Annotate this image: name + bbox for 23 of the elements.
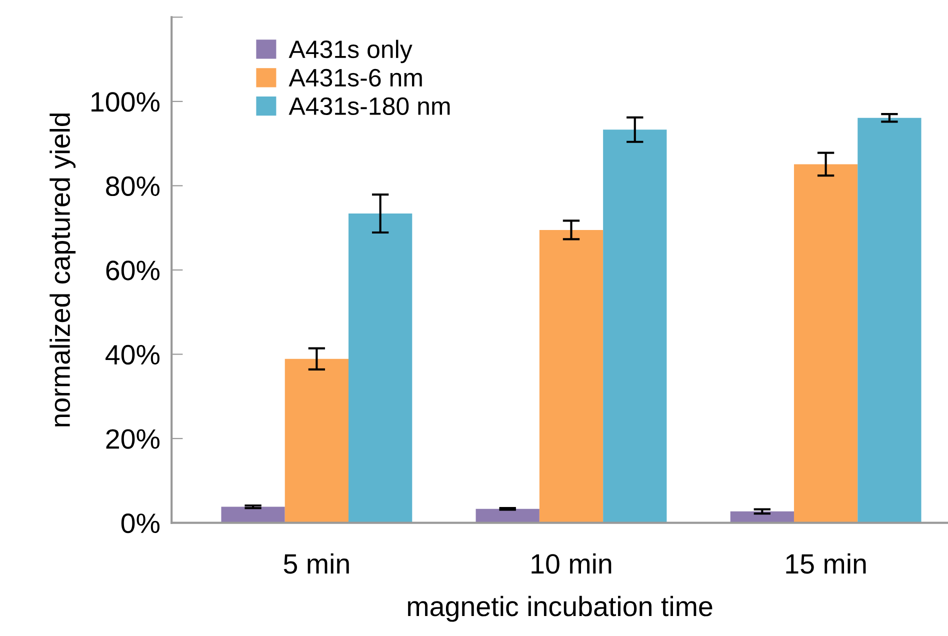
bar [221,506,285,523]
y-axis-title: normalized captured yield [50,113,76,426]
bar [348,214,412,523]
bar [284,358,349,523]
y-tick-label: 0% [121,513,160,534]
legend-label: A431s-180 nm [288,97,450,116]
y-tick-label: 80% [106,176,160,196]
bar [603,130,667,523]
bar [539,230,604,523]
bar [794,164,858,523]
y-tick-label: 40% [106,344,160,365]
x-tick-label: 10 min [532,553,612,574]
legend-label: A431s-6 nm [288,68,422,87]
legend-label: A431s only [288,40,412,64]
y-tick-label: 60% [106,260,160,280]
y-tick-label: 20% [106,429,160,449]
x-tick-label: 15 min [786,553,866,574]
x-tick-label: 5 min [284,553,349,574]
bar [730,511,794,523]
bar [858,118,922,523]
x-axis-title: magnetic incubation time [408,596,712,622]
y-tick-label: 100% [92,92,160,112]
bar [476,508,540,523]
